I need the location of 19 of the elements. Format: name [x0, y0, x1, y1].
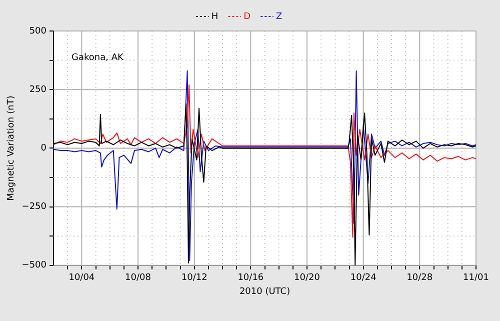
legend-label: Z — [276, 12, 282, 22]
x-tick-label: 10/04 — [68, 273, 95, 284]
x-tick-label: 10/24 — [350, 273, 377, 284]
y-tick-label: 0 — [40, 144, 47, 154]
y-tick-label: 250 — [29, 84, 47, 95]
y-axis-title: Magnetic Variation (nT) — [6, 96, 17, 201]
y-tick-label: 500 — [29, 26, 47, 36]
x-tick-label: 11/01 — [463, 273, 489, 284]
legend-label: D — [244, 12, 251, 22]
x-tick-label: 10/16 — [238, 273, 264, 284]
x-tick-label: 10/12 — [181, 273, 208, 284]
annotation: Gakona, AK — [72, 52, 125, 63]
x-tick-label: 10/08 — [125, 273, 152, 284]
x-tick-label: 10/20 — [294, 273, 320, 284]
y-tick-label: −500 — [22, 260, 47, 271]
legend-label: H — [211, 12, 218, 22]
y-tick-label: −250 — [22, 202, 47, 212]
x-tick-label: 10/28 — [406, 273, 433, 284]
x-axis-title: 2010 (UTC) — [239, 286, 290, 297]
